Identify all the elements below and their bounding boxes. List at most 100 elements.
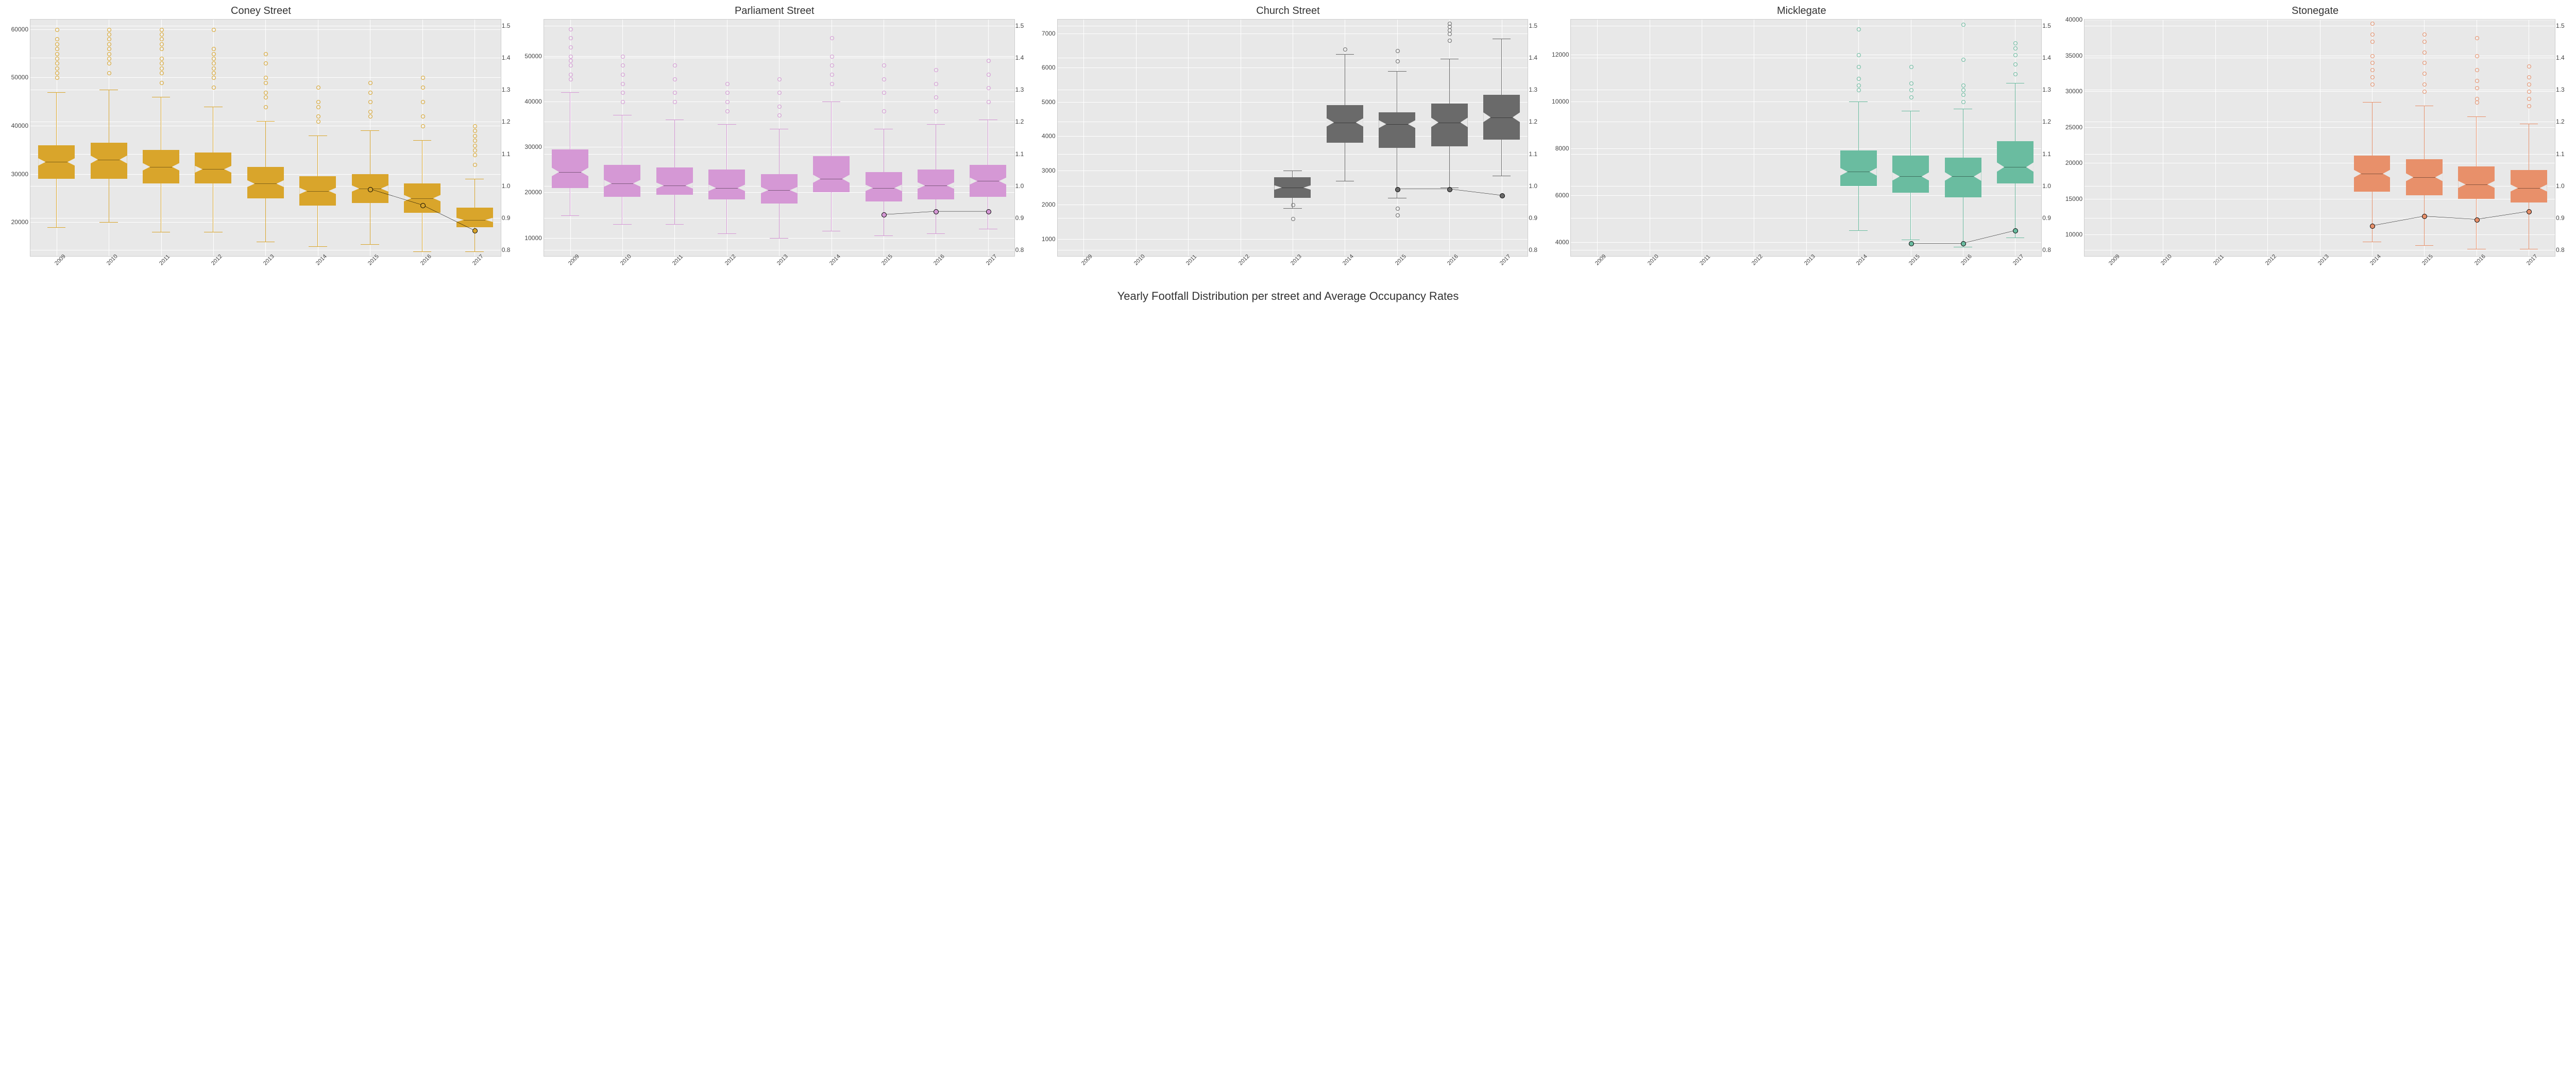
y-left-tick: 50000 xyxy=(519,53,542,60)
y-left-tick: 10000 xyxy=(2060,231,2082,238)
y-left-tick: 7000 xyxy=(1033,30,1056,37)
panel-title: Church Street xyxy=(1032,5,1544,17)
y-right-tick: 1.0 xyxy=(1015,182,1030,190)
y-right-tick: 0.8 xyxy=(2042,246,2057,253)
plot-area: 40006000800010000120000.80.91.01.11.21.3… xyxy=(1570,19,2042,257)
y-right-tick: 1.2 xyxy=(1015,118,1030,125)
y-right-tick: 0.8 xyxy=(2556,246,2570,253)
panel-title: Parliament Street xyxy=(519,5,1030,17)
y-left-tick: 40000 xyxy=(6,122,28,129)
y-right-tick: 1.5 xyxy=(1015,22,1030,29)
y-left-tick: 6000 xyxy=(1033,64,1056,71)
y-right-tick: 1.5 xyxy=(2042,22,2057,29)
y-right-tick: 1.2 xyxy=(1529,118,1543,125)
y-right-tick: 1.2 xyxy=(2556,118,2570,125)
y-right-tick: 1.5 xyxy=(502,22,516,29)
main-title: Yearly Footfall Distribution per street … xyxy=(5,290,2571,303)
occupancy-overlay xyxy=(1571,20,2041,256)
occupancy-overlay xyxy=(1058,20,1528,256)
y-left-tick: 3000 xyxy=(1033,167,1056,174)
y-left-tick: 25000 xyxy=(2060,124,2082,131)
occupancy-point xyxy=(2475,217,2480,223)
y-left-tick: 40000 xyxy=(2060,16,2082,23)
y-right-tick: 0.9 xyxy=(1015,214,1030,222)
y-right-tick: 1.3 xyxy=(502,86,516,93)
occupancy-point xyxy=(1909,241,1914,246)
y-left-tick: 30000 xyxy=(519,143,542,150)
y-left-tick: 10000 xyxy=(519,234,542,242)
y-right-tick: 1.2 xyxy=(2042,118,2057,125)
occupancy-point xyxy=(420,203,426,208)
occupancy-point xyxy=(1447,187,1452,192)
y-left-tick: 40000 xyxy=(519,98,542,105)
y-left-tick: 10000 xyxy=(1546,98,1569,105)
y-right-tick: 1.3 xyxy=(1015,86,1030,93)
occupancy-overlay xyxy=(544,20,1014,256)
panel-stonegate: Stonegate1000015000200002500030000350004… xyxy=(2059,5,2571,273)
y-left-tick: 20000 xyxy=(6,218,28,226)
y-right-tick: 1.4 xyxy=(2042,54,2057,61)
y-left-tick: 15000 xyxy=(2060,195,2082,202)
y-right-tick: 1.3 xyxy=(2042,86,2057,93)
panel-micklegate: Micklegate40006000800010000120000.80.91.… xyxy=(1546,5,2057,273)
y-right-tick: 1.1 xyxy=(502,150,516,158)
y-left-tick: 60000 xyxy=(6,26,28,33)
y-right-tick: 1.5 xyxy=(2556,22,2570,29)
y-right-tick: 1.5 xyxy=(1529,22,1543,29)
y-left-tick: 6000 xyxy=(1546,192,1569,199)
y-right-tick: 1.3 xyxy=(1529,86,1543,93)
y-right-tick: 0.9 xyxy=(502,214,516,222)
y-left-tick: 8000 xyxy=(1546,145,1569,152)
y-left-tick: 2000 xyxy=(1033,201,1056,208)
plot-area: 20000300004000050000600000.80.91.01.11.2… xyxy=(30,19,501,257)
panel-coney-street: Coney Street20000300004000050000600000.8… xyxy=(5,5,517,273)
plot-area: 10002000300040005000600070000.80.91.01.1… xyxy=(1057,19,1529,257)
y-right-tick: 1.0 xyxy=(502,182,516,190)
occupancy-point xyxy=(368,187,373,192)
y-right-tick: 1.1 xyxy=(1529,150,1543,158)
y-right-tick: 0.9 xyxy=(1529,214,1543,222)
occupancy-point xyxy=(986,209,991,214)
y-right-tick: 1.4 xyxy=(1015,54,1030,61)
y-right-tick: 1.2 xyxy=(502,118,516,125)
panel-church-street: Church Street100020003000400050006000700… xyxy=(1032,5,1544,273)
y-right-tick: 1.4 xyxy=(502,54,516,61)
panel-title: Micklegate xyxy=(1546,5,2057,17)
y-left-tick: 20000 xyxy=(519,189,542,196)
panel-title: Stonegate xyxy=(2059,5,2571,17)
y-right-tick: 1.1 xyxy=(2042,150,2057,158)
y-right-tick: 1.4 xyxy=(2556,54,2570,61)
y-left-tick: 50000 xyxy=(6,74,28,81)
y-right-tick: 1.0 xyxy=(2042,182,2057,190)
y-right-tick: 1.4 xyxy=(1529,54,1543,61)
y-left-tick: 12000 xyxy=(1546,51,1569,58)
y-left-tick: 30000 xyxy=(2060,88,2082,95)
y-right-tick: 0.8 xyxy=(1529,246,1543,253)
chart-container: Coney Street20000300004000050000600000.8… xyxy=(5,5,2571,273)
occupancy-point xyxy=(1395,187,1400,192)
plot-area: 10000200003000040000500000.80.91.01.11.2… xyxy=(544,19,1015,257)
y-left-tick: 5000 xyxy=(1033,98,1056,106)
occupancy-overlay xyxy=(30,20,501,256)
plot-area: 100001500020000250003000035000400000.80.… xyxy=(2084,19,2555,257)
y-left-tick: 4000 xyxy=(1546,239,1569,246)
y-left-tick: 35000 xyxy=(2060,52,2082,59)
y-right-tick: 0.8 xyxy=(1015,246,1030,253)
panel-title: Coney Street xyxy=(5,5,517,17)
occupancy-overlay xyxy=(2084,20,2555,256)
y-left-tick: 4000 xyxy=(1033,132,1056,140)
y-right-tick: 1.3 xyxy=(2556,86,2570,93)
y-right-tick: 0.9 xyxy=(2556,214,2570,222)
y-right-tick: 1.1 xyxy=(2556,150,2570,158)
occupancy-point xyxy=(2370,224,2375,229)
y-left-tick: 30000 xyxy=(6,171,28,178)
y-right-tick: 1.0 xyxy=(2556,182,2570,190)
panel-parliament-street: Parliament Street10000200003000040000500… xyxy=(519,5,1030,273)
y-right-tick: 1.0 xyxy=(1529,182,1543,190)
y-left-tick: 20000 xyxy=(2060,159,2082,166)
occupancy-point xyxy=(1500,193,1505,198)
y-right-tick: 0.9 xyxy=(2042,214,2057,222)
y-right-tick: 0.8 xyxy=(502,246,516,253)
y-right-tick: 1.1 xyxy=(1015,150,1030,158)
y-left-tick: 1000 xyxy=(1033,235,1056,243)
